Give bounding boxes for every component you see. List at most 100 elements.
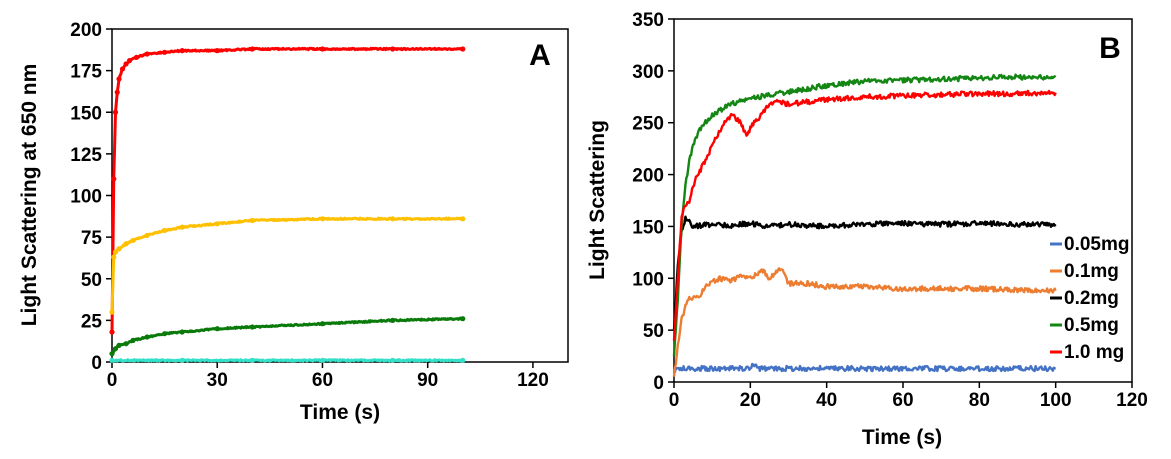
series-point [119,66,126,72]
series-point [112,109,119,115]
x-tick-label: 60 [892,390,913,411]
series-point [319,321,326,327]
legend-label: 0.2mg [1064,288,1119,309]
series-line-yellow [110,216,464,313]
series-point [390,357,396,363]
series-point [162,49,168,55]
series-point [109,329,115,335]
series-line-0-2mg [672,215,1057,331]
series-point [249,324,255,330]
series-point [214,221,220,227]
x-tick-label: 40 [816,390,837,411]
panel-b-x-axis-label: Time (s) [862,426,942,449]
series-point [116,246,122,252]
y-tick-label: 100 [70,187,102,208]
y-tick-label: 150 [70,103,102,124]
series-point [123,341,129,347]
x-tick-label: 0 [107,370,118,391]
legend-label: 0.05mg [1064,234,1129,255]
x-tick-label: 120 [517,370,549,391]
x-tick-label: 100 [1040,390,1072,411]
series-point [249,357,255,363]
series-point [390,216,396,222]
legend-label: 1.0 mg [1064,342,1124,363]
series-point [114,89,120,95]
y-tick-label: 350 [632,10,664,31]
series-point [133,54,140,60]
series-point [109,357,115,363]
panel-b-axes: 0 20 40 60 80 100 120 0 50 100 150 200 250 300 350 [632,10,1148,411]
y-tick-label: 100 [632,269,664,290]
y-tick-label: 50 [81,270,102,291]
x-tick-label: 0 [669,390,680,411]
series-point [179,357,185,363]
series-point [460,216,466,222]
series-line-0-05mg [673,362,1056,374]
series-point [144,334,150,340]
y-tick-label: 175 [70,62,102,83]
y-tick-label: 300 [632,62,664,83]
series-point [460,357,466,363]
x-tick-label: 60 [312,370,333,391]
series-line-0-5mg [672,73,1057,357]
series-point [249,217,255,224]
y-tick-label: 25 [81,311,103,332]
y-tick-label: 150 [632,217,664,238]
panel-b-chart: 0 20 40 60 80 100 120 0 50 100 150 200 250 300 350 B T… [586,10,1148,449]
series-point [179,329,185,335]
panel-a-letter: A [529,39,551,72]
series-point [112,346,119,352]
series-point [111,254,117,260]
series-point [144,51,150,57]
series-point [162,331,168,337]
y-tick-label: 75 [81,228,103,249]
series-point [179,224,185,230]
series-point [112,249,119,255]
x-tick-label: 30 [207,370,228,391]
series-point [111,176,117,182]
x-tick-label: 90 [417,370,438,391]
legend-label: 0.5mg [1064,315,1119,336]
series-line-cyan [111,358,464,363]
panel-b-legend: 0.05mg 0.1mg 0.2mg 0.5mg 1.0 mg [1050,234,1129,363]
y-tick-label: 200 [632,166,664,187]
panel-b-letter: B [1099,32,1121,65]
series-line-1-0-mg [672,89,1057,341]
series-point [460,316,466,322]
y-tick-label: 125 [70,145,102,166]
y-tick-label: 50 [643,321,664,342]
series-point [126,58,133,64]
panel-a-axes: 0 30 60 90 120 0 25 50 75 100 125 150 175 200 [70,20,548,391]
panel-a-series [109,46,466,363]
y-tick-label: 250 [632,114,664,135]
series-point [214,326,220,332]
series-line-green [110,316,464,355]
panel-a-x-axis-label: Time (s) [300,401,380,424]
series-point [214,48,220,54]
series-point [390,317,396,323]
series-point [162,227,168,234]
y-tick-label: 200 [70,20,102,41]
series-point [249,46,255,52]
panel-b-series [672,73,1057,377]
series-point [109,309,115,315]
x-tick-label: 120 [1116,390,1148,411]
series-point [109,351,115,357]
series-point [130,237,136,244]
series-point [390,46,396,52]
series-line-0-1mg [672,267,1057,377]
series-point [319,46,326,52]
x-tick-label: 20 [740,390,761,411]
panel-a-chart: 0 30 60 90 120 0 25 50 75 100 125 150 175 200 A Time … [18,20,569,424]
panel-a-plot-frame [111,28,569,363]
x-tick-label: 80 [969,390,990,411]
series-point [144,232,150,239]
series-line-red [110,46,464,333]
series-point [116,342,122,348]
panel-a-y-axis-label: Light Scattering at 650 nm [18,64,41,327]
series-point [179,48,185,54]
series-point [123,241,129,247]
y-tick-label: 0 [653,373,664,394]
panel-b-y-axis-label: Light Scattering [586,120,609,280]
legend-label: 0.1mg [1064,261,1119,282]
